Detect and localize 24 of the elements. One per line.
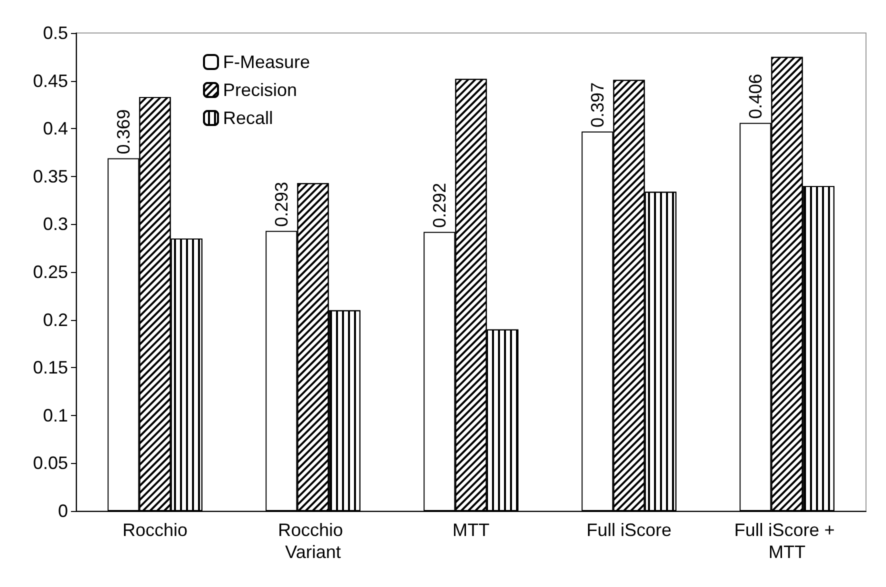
y-tick-label: 0.45 xyxy=(32,70,68,91)
data-label: 0.293 xyxy=(271,182,292,227)
y-tick-label: 0.2 xyxy=(42,310,68,330)
x-tick-label: Rocchio xyxy=(122,520,188,540)
legend-label: Precision xyxy=(223,80,298,100)
legend-label: F-Measure xyxy=(223,52,310,72)
y-tick-label: 0.15 xyxy=(32,358,68,378)
data-label: 0.397 xyxy=(587,82,608,128)
legend-label: Recall xyxy=(223,108,274,128)
y-tick-label: 0.1 xyxy=(42,405,68,426)
data-label: 0.406 xyxy=(745,74,766,119)
x-tick-label: Rocchio Variant xyxy=(278,520,348,562)
x-tick-label: Full iScore xyxy=(586,520,672,540)
y-tick-label: 0.5 xyxy=(42,23,68,43)
x-tick-label: MTT xyxy=(452,520,490,540)
y-tick-label: 0.3 xyxy=(42,214,68,234)
data-label: 0.292 xyxy=(429,182,450,228)
y-tick-label: 0.25 xyxy=(32,262,68,282)
data-label: 0.369 xyxy=(113,109,134,154)
y-tick-label: 0.4 xyxy=(42,118,68,139)
y-tick-label: 0.05 xyxy=(32,453,68,474)
y-tick-label: 0 xyxy=(58,501,68,521)
x-tick-label: Full iScore + MTT xyxy=(734,520,840,562)
y-tick-label: 0.35 xyxy=(32,166,68,186)
